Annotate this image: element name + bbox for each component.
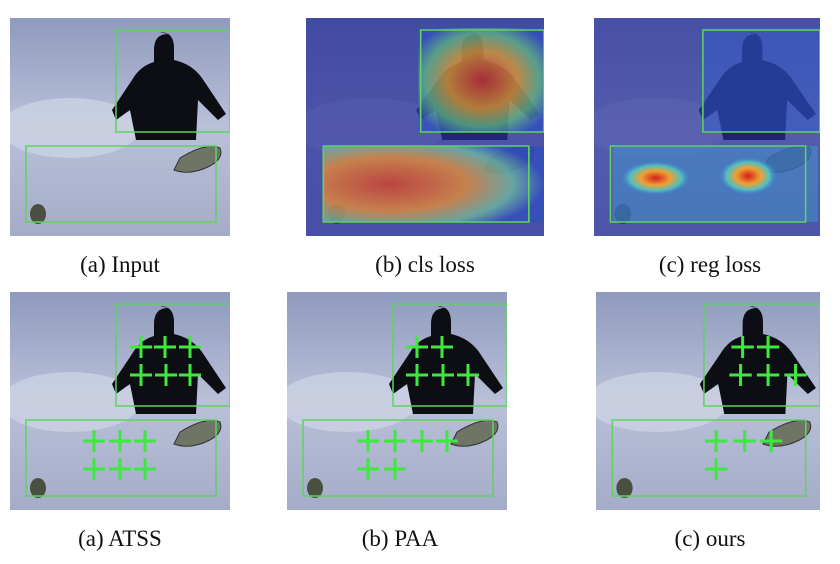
sample-point-cross (436, 430, 458, 452)
caption-reg-loss: (c) reg loss (658, 252, 762, 277)
sample-point-cross (704, 458, 728, 480)
caption-cls-loss: (b) cls loss (375, 252, 475, 277)
snowboarder (389, 306, 503, 414)
bbox-person (702, 29, 820, 133)
bbox-snowboard (25, 145, 217, 223)
sample-point-cross (83, 430, 105, 452)
sample-point-cross (406, 364, 428, 386)
sample-point-cross (704, 430, 728, 452)
sample-point-cross (729, 364, 752, 386)
sample-point-cross (432, 364, 454, 386)
caption-paa: (b) PAA (361, 526, 439, 551)
sample-point-cross (109, 458, 131, 480)
snowboard (450, 419, 499, 447)
sample-point-cross (406, 336, 428, 358)
bbox-person (703, 303, 820, 407)
snowboarder (112, 306, 226, 414)
caption-ours: (c) ours (674, 526, 746, 551)
sample-point-cross (357, 458, 379, 480)
panel-ours (596, 292, 820, 510)
bbox-snowboard (302, 419, 494, 497)
caption-atss: (a) ATSS (78, 526, 162, 551)
sample-point-cross (384, 458, 406, 480)
bbox-snowboard (609, 145, 807, 223)
bbox-snowboard (611, 419, 807, 497)
bbox-snowboard (25, 419, 217, 497)
sample-point-cross (83, 458, 105, 480)
sample-point-cross (134, 458, 156, 480)
sample-point-cross (731, 336, 754, 358)
panel-paa (287, 292, 507, 510)
sample-point-cross (179, 364, 201, 386)
panel-input (10, 18, 230, 236)
panel-cls-loss (306, 18, 544, 236)
sample-point-cross (130, 364, 152, 386)
sample-point-cross (134, 430, 156, 452)
sample-point-cross (130, 336, 152, 358)
sample-point-cross (784, 364, 807, 386)
sample-point-cross (155, 364, 177, 386)
sample-point-cross (733, 430, 756, 452)
panel-atss (10, 292, 230, 510)
bbox-person (115, 29, 230, 133)
sample-point-cross (431, 336, 453, 358)
sample-point-cross (154, 336, 176, 358)
snowboard (173, 419, 222, 447)
sample-point-cross (756, 336, 780, 358)
bbox-person (419, 29, 544, 133)
sample-point-cross (756, 364, 780, 386)
sample-point-cross (759, 430, 783, 452)
snowboard (173, 145, 222, 173)
snowboarder (699, 306, 816, 414)
bbox-snowboard (322, 145, 530, 223)
caption-input: (a) Input (80, 252, 160, 277)
sample-point-cross (457, 364, 479, 386)
sample-point-cross (384, 430, 406, 452)
sample-point-cross (179, 336, 201, 358)
panel-reg-loss (594, 18, 820, 236)
snowboarder (112, 32, 226, 140)
bbox-person (392, 303, 507, 407)
sample-point-cross (411, 430, 433, 452)
sample-point-cross (357, 430, 379, 452)
bbox-person (115, 303, 230, 407)
sample-point-cross (109, 430, 131, 452)
